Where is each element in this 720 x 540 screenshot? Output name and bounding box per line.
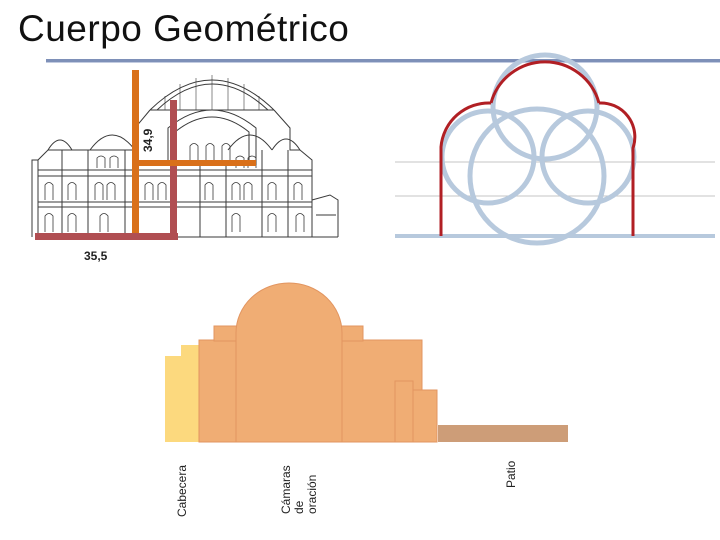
width-measure-label: 35,5: [84, 249, 108, 263]
left-circle: [439, 108, 537, 206]
upper-circle: [490, 52, 600, 162]
rose-ground-measure: [35, 233, 178, 240]
cabecera-block-high: [181, 345, 202, 442]
cabecera-label: Cabecera: [175, 464, 189, 517]
camaras-lower-step: [412, 389, 438, 443]
left-red-arc: [439, 101, 492, 236]
right-red-arc: [598, 101, 637, 236]
patio-label: Patio: [504, 460, 518, 488]
large-center-circle: [467, 106, 607, 246]
volume-block-diagram: [165, 282, 568, 443]
building-elevation-sketch: [31, 75, 339, 238]
dome-block: [235, 282, 343, 443]
height-measure-label: 34,9: [141, 128, 155, 152]
rose-vertical-measure: [170, 100, 177, 240]
slide-title: Cuerpo Geométrico: [18, 8, 350, 49]
width-measure-bar: [35, 233, 178, 240]
orange-vertical-measure: [132, 70, 139, 237]
patio-block: [438, 425, 568, 442]
height-measure-bar: [132, 70, 256, 240]
upper-red-arc: [489, 60, 601, 104]
orange-horizontal-measure: [138, 160, 256, 166]
camaras-label: Cámaras de oración: [279, 465, 319, 514]
geometric-circle-diagram: [395, 52, 715, 246]
camaras-low-step: [394, 380, 414, 443]
title-rule: [46, 59, 720, 63]
